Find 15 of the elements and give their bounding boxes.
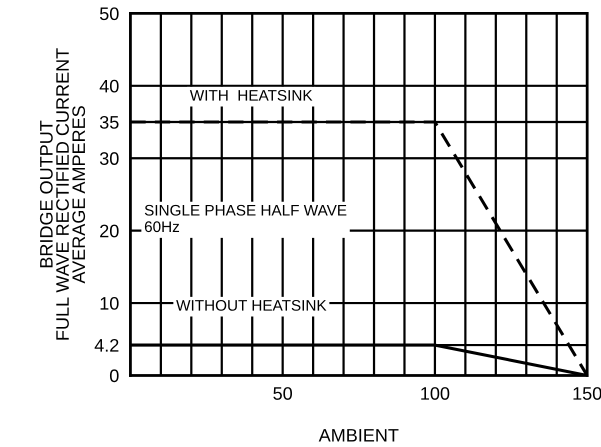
x-tick-label: 50 (273, 387, 292, 400)
y-tick-label: 30 (100, 152, 119, 165)
y-tick-label: 40 (100, 80, 119, 93)
y-tick-label: 50 (100, 7, 119, 20)
series-label: WITH HEATSINK (190, 90, 312, 101)
x-axis-title: AMBIENT (318, 429, 399, 442)
y-tick-label: 35 (100, 116, 119, 129)
y-tick-label: 10 (100, 297, 119, 310)
text: WITHOUT HEATSINK (176, 300, 326, 311)
y-tick-label: 4.2 (94, 339, 118, 352)
annotation: SINGLE PHASE HALF WAVE 60Hz (144, 204, 346, 232)
y-axis-title: BRIDGE OUTPUT FULL WAVE RECTIFIED CURRENT AVERAGE AMPERES (40, 48, 86, 340)
y-tick-label: 20 (100, 224, 119, 238)
y-tick-label: 0 (110, 369, 119, 382)
x-tick-label: 100 (421, 387, 450, 400)
